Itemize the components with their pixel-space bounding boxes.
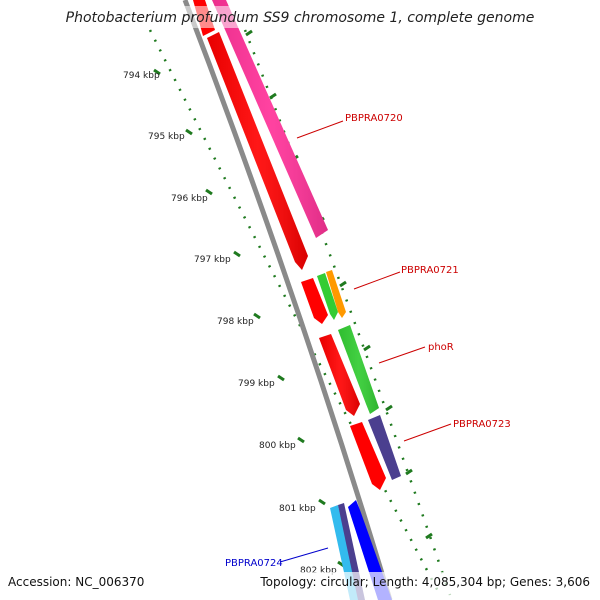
gene-arrow-green[interactable] xyxy=(317,273,338,320)
chromosome-backbone xyxy=(182,0,393,600)
tick-label: 800 kbp xyxy=(259,441,296,451)
tick-label: 799 kbp xyxy=(238,379,275,389)
tick-label: 796 kbp xyxy=(171,194,208,204)
genome-summary-text: Topology: circular; Length: 4,085,304 bp… xyxy=(259,575,590,589)
title-backdrop xyxy=(60,6,540,28)
gene-label-pbpra0724[interactable]: PBPRA0724 xyxy=(225,558,283,569)
gene-arrow-orange[interactable] xyxy=(326,270,346,318)
tick-label: 802 kbp xyxy=(300,566,337,576)
tick-label: 795 kbp xyxy=(148,132,185,142)
tick-labels: 794 kbp 795 kbp 796 kbp 797 kbp 798 kbp … xyxy=(123,71,337,576)
footer-backdrop xyxy=(0,572,600,600)
gene-label-pbpra0721[interactable]: PBPRA0721 xyxy=(401,265,459,276)
tick-label: 794 kbp xyxy=(123,71,160,81)
tick-marks xyxy=(153,68,345,568)
tick-label: 798 kbp xyxy=(217,317,254,327)
gene-arrow-cds-5[interactable] xyxy=(350,422,386,490)
gene-labels: PBPRA0720 PBPRA0721 phoR PBPRA0723 PBPRA… xyxy=(225,113,511,569)
gene-label-pbpra0723[interactable]: PBPRA0723 xyxy=(453,419,511,430)
tick-label: 801 kbp xyxy=(279,504,316,514)
right-tick-marks xyxy=(245,29,433,540)
gene-arrow-purple[interactable] xyxy=(368,415,401,480)
map-title: Photobacterium profundum SS9 chromosome … xyxy=(66,10,535,26)
tick-label: 797 kbp xyxy=(194,255,231,265)
accession-text: Accession: NC_006370 xyxy=(8,575,144,589)
label-leaders xyxy=(279,120,452,563)
cds-track xyxy=(193,0,386,490)
gene-label-phoR[interactable]: phoR xyxy=(428,342,454,353)
gene-label-pbpra0720[interactable]: PBPRA0720 xyxy=(345,113,403,124)
tick-track xyxy=(148,29,442,596)
gene-arrow-cds-3[interactable] xyxy=(301,278,328,324)
